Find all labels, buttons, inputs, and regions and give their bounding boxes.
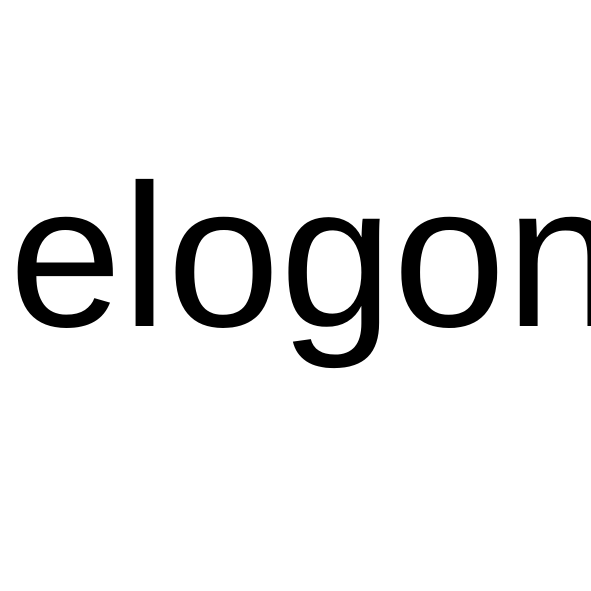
wordmark-text: elogon [9, 143, 591, 370]
